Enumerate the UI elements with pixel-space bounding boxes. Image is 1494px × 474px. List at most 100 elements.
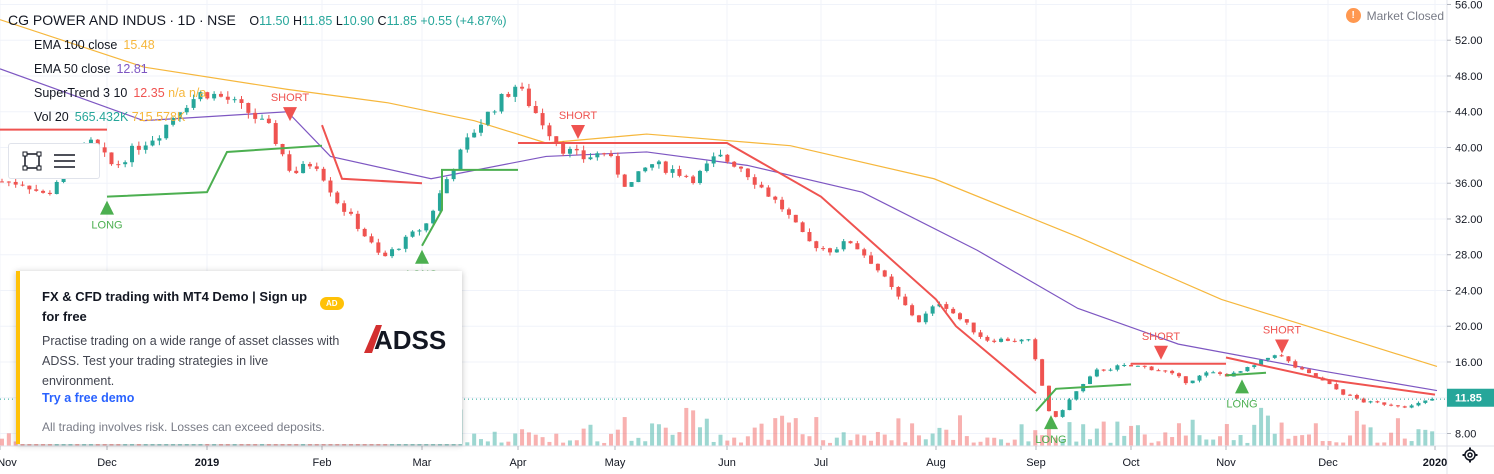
- volume-bar: [780, 415, 785, 446]
- volume-bar: [1170, 437, 1175, 446]
- menu-lines-icon[interactable]: [53, 150, 75, 172]
- volume-bar: [656, 424, 661, 446]
- open-value: 11.50: [259, 14, 290, 28]
- candle-body: [6, 181, 11, 183]
- volume-bar: [588, 424, 593, 446]
- ad-panel[interactable]: FX & CFD trading with MT4 Demo | Sign up…: [16, 271, 462, 444]
- volume-bar: [766, 439, 771, 446]
- candle-body: [526, 88, 531, 107]
- candle-body: [116, 164, 121, 166]
- candle-body: [1348, 394, 1353, 396]
- candle-body: [745, 168, 750, 178]
- candle-body: [1012, 340, 1017, 342]
- volume-bar: [691, 410, 696, 446]
- volume-bar: [937, 427, 942, 446]
- candle-body: [143, 145, 148, 150]
- volume-bar: [520, 429, 525, 446]
- indicator-ema100[interactable]: EMA 100 close 15.48: [34, 38, 155, 52]
- candle-body: [766, 187, 771, 197]
- close-value: 11.85: [386, 14, 417, 28]
- candle-body: [1176, 373, 1181, 377]
- volume-bar: [944, 429, 949, 446]
- candle-body: [663, 161, 668, 173]
- volume-bar: [150, 442, 155, 446]
- candle-body: [609, 153, 614, 157]
- volume-bar: [1286, 438, 1291, 446]
- candle-body: [47, 192, 52, 195]
- candle-body: [704, 163, 709, 171]
- volume-bar: [1402, 438, 1407, 446]
- long-signal-label: LONG: [1035, 434, 1066, 446]
- volume-bar: [540, 437, 545, 446]
- volume-bar: [1375, 442, 1380, 446]
- market-status[interactable]: ! Market Closed: [1345, 8, 1444, 23]
- candle-body: [321, 168, 326, 181]
- ad-title[interactable]: FX & CFD trading with MT4 Demo | Sign up…: [42, 289, 308, 324]
- indicator-ema50[interactable]: EMA 50 close 12.81: [34, 62, 148, 76]
- price-tick-label: 56.00: [1455, 0, 1483, 11]
- interval[interactable]: 1D: [177, 12, 196, 28]
- volume-bar: [889, 440, 894, 446]
- volume-bar: [492, 431, 497, 446]
- gear-icon[interactable]: [1462, 447, 1478, 468]
- candle-body: [458, 149, 463, 171]
- candle-body: [567, 148, 572, 154]
- candle-body: [1389, 404, 1394, 406]
- candle-body: [260, 118, 265, 120]
- drawing-toolbar: [8, 143, 100, 179]
- volume-bar: [882, 434, 887, 446]
- volume-bar: [472, 433, 477, 446]
- candle-body: [485, 111, 490, 125]
- short-signal-label: SHORT: [559, 110, 598, 122]
- short-signal-icon: [1154, 345, 1168, 360]
- volume-bar: [622, 417, 627, 446]
- volume-bar: [1382, 442, 1387, 446]
- candle-body: [376, 242, 381, 253]
- volume-bar: [1320, 441, 1325, 446]
- candle-body: [13, 181, 18, 185]
- long-signal-icon: [100, 200, 114, 215]
- candle-body: [27, 185, 32, 190]
- time-tick-label: May: [605, 457, 626, 469]
- candle-body: [410, 231, 415, 237]
- candle-body: [1033, 339, 1038, 360]
- volume-bar: [1341, 442, 1346, 446]
- candle-body: [520, 86, 525, 89]
- volume-bar: [1108, 442, 1113, 446]
- volume-bar: [526, 432, 531, 446]
- candle-body: [581, 150, 586, 160]
- candle-body: [547, 125, 552, 137]
- volume-bar: [1224, 424, 1229, 446]
- candle-body: [273, 123, 278, 144]
- volume-bar: [1067, 422, 1072, 446]
- ema100-line: [0, 19, 1438, 368]
- indicator-volume[interactable]: Vol 20 565.432K 715.578K: [34, 110, 186, 124]
- volume-bar: [814, 417, 819, 446]
- candle-body: [574, 148, 579, 151]
- supertrend-line: [321, 124, 423, 185]
- volume-bar: [1183, 435, 1188, 446]
- symbol-name[interactable]: CG POWER AND INDUS: [8, 12, 166, 28]
- candle-body: [732, 161, 737, 167]
- price-tick-label: 8.00: [1455, 428, 1476, 440]
- volume-bar: [1211, 439, 1216, 446]
- chart-legend: CG POWER AND INDUS · 1D · NSE O11.50 H11…: [8, 8, 507, 129]
- candle-body: [1135, 365, 1140, 367]
- candle-body: [1101, 369, 1106, 371]
- candle-body: [390, 249, 395, 257]
- volume-bar: [13, 441, 18, 446]
- candle-body: [1313, 373, 1318, 378]
- volume-bar: [793, 418, 798, 446]
- candle-body: [157, 138, 162, 141]
- volume-bar: [875, 431, 880, 446]
- try-demo-link[interactable]: Try a free demo: [42, 391, 135, 405]
- candle-body: [793, 214, 798, 223]
- candle-body: [342, 203, 347, 212]
- candle-body: [602, 153, 607, 155]
- candle-body: [123, 162, 128, 165]
- volume-bar: [1046, 424, 1051, 446]
- candle-body: [1129, 364, 1134, 367]
- indicator-supertrend[interactable]: SuperTrend 3 10 12.35 n/a n/a: [34, 86, 207, 100]
- rectangle-tool-icon[interactable]: [21, 150, 43, 172]
- volume-bar: [1238, 435, 1243, 446]
